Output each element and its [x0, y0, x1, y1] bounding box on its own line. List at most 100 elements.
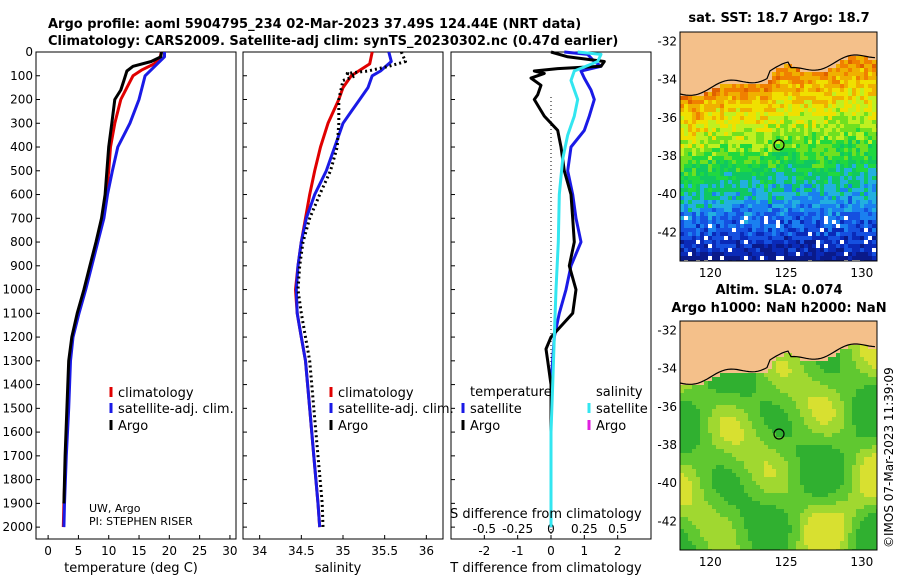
sst-cell [848, 36, 852, 40]
sst-cell [728, 52, 732, 56]
sst-cell [804, 196, 808, 200]
sla-cell [772, 441, 776, 445]
sst-cell [768, 248, 772, 252]
sst-cell [700, 64, 704, 68]
sla-cell [756, 389, 760, 393]
sla-cell [856, 405, 860, 409]
sst-cell [788, 120, 792, 124]
sla-cell [796, 445, 800, 449]
sst-cell [756, 72, 760, 76]
sst-cell [724, 32, 728, 36]
sst-cell [836, 108, 840, 112]
sst-cell [840, 188, 844, 192]
sst-cell [800, 36, 804, 40]
sst-cell [840, 184, 844, 188]
sst-cell [856, 72, 860, 76]
sst-cell [760, 152, 764, 156]
sst-cell [752, 72, 756, 76]
sst-cell [764, 228, 768, 232]
sla-cell [856, 385, 860, 389]
sla-cell [804, 337, 808, 341]
sst-cell [680, 160, 684, 164]
sst-cell [768, 204, 772, 208]
sla-cell [764, 465, 768, 469]
sla-cell [836, 373, 840, 377]
sst-cell [784, 224, 788, 228]
sla-cell [692, 333, 696, 337]
sst-cell [768, 92, 772, 96]
sst-cell [744, 144, 748, 148]
sst-cell [752, 196, 756, 200]
sst-cell [716, 236, 720, 240]
sla-cell [768, 373, 772, 377]
sst-cell [780, 100, 784, 104]
sla-cell [792, 389, 796, 393]
sst-cell [724, 164, 728, 168]
sst-cell [776, 52, 780, 56]
sla-cell [760, 341, 764, 345]
sst-cell [776, 136, 780, 140]
sla-cell [772, 393, 776, 397]
sst-cell [828, 48, 832, 52]
sst-cell [732, 120, 736, 124]
sla-cell [748, 341, 752, 345]
sla-cell [760, 397, 764, 401]
sst-cell [744, 112, 748, 116]
sla-cell [720, 461, 724, 465]
sla-cell [688, 341, 692, 345]
sla-cell [780, 445, 784, 449]
sla-cell [680, 457, 684, 461]
sst-cell [764, 220, 768, 224]
sst-cell [856, 108, 860, 112]
sla-cell [864, 325, 868, 329]
sla-cell [856, 341, 860, 345]
sst-cell [848, 172, 852, 176]
sst-cell [872, 100, 876, 104]
sst-cell [728, 176, 732, 180]
sst-cell [780, 84, 784, 88]
sla-cell [688, 325, 692, 329]
y-tick-label: 1100 [2, 306, 33, 320]
sst-cell [812, 204, 816, 208]
sst-cell [848, 212, 852, 216]
sst-cell [828, 204, 832, 208]
sst-cell [748, 184, 752, 188]
sst-cell [692, 160, 696, 164]
sla-cell [808, 433, 812, 437]
sla-cell [776, 361, 780, 365]
sla-cell [760, 345, 764, 349]
sst-cell [820, 168, 824, 172]
sla-cell [804, 333, 808, 337]
legend-title-salinity: salinity [596, 385, 643, 400]
sst-cell [776, 236, 780, 240]
sst-cell [760, 184, 764, 188]
y-tick-label: 2000 [2, 520, 33, 534]
y-tick-label: 200 [10, 93, 33, 107]
sla-cell [804, 405, 808, 409]
sla-cell [708, 337, 712, 341]
sla-cell [812, 469, 816, 473]
sst-cell [756, 204, 760, 208]
sst-cell [792, 252, 796, 256]
sst-cell [868, 112, 872, 116]
sla-cell [736, 337, 740, 341]
sst-cell [832, 36, 836, 40]
sst-cell [836, 92, 840, 96]
sst-cell [680, 204, 684, 208]
sst-cell [716, 256, 720, 260]
sst-cell [704, 80, 708, 84]
sla-cell [696, 353, 700, 357]
sst-cell [812, 52, 816, 56]
sst-cell [752, 124, 756, 128]
sst-cell [772, 192, 776, 196]
sst-cell [780, 228, 784, 232]
sst-cell [824, 72, 828, 76]
sla-cell [784, 433, 788, 437]
sst-cell [844, 164, 848, 168]
sla-cell [744, 405, 748, 409]
sst-cell [868, 32, 872, 36]
sla-cell [824, 457, 828, 461]
sla-cell [816, 461, 820, 465]
sla-cell [844, 373, 848, 377]
sla-cell [696, 433, 700, 437]
